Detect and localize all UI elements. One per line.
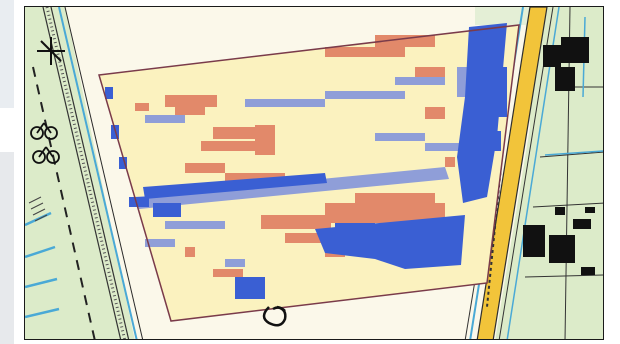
loop-symbol-icon [262, 305, 287, 327]
meadow-left [25, 7, 135, 339]
class-lightblue-bands [135, 67, 489, 267]
meadow-top [475, 7, 535, 25]
buildings [523, 37, 595, 275]
side-panel-top [0, 0, 14, 108]
class-orange-patches [135, 35, 455, 277]
compass-cross-icon [37, 37, 65, 65]
parcel-overlay [98, 23, 520, 322]
bicycle-icon [30, 122, 60, 164]
parcel-base [99, 25, 519, 321]
meadow-right [495, 7, 603, 339]
map-frame[interactable] [24, 6, 604, 340]
railway-left [32, 7, 144, 339]
map-canvas[interactable] [25, 7, 604, 340]
side-panel-bottom [0, 152, 14, 344]
hatch-left [28, 196, 48, 222]
class-blue-areas [105, 23, 507, 299]
parcel-outline [98, 24, 520, 322]
